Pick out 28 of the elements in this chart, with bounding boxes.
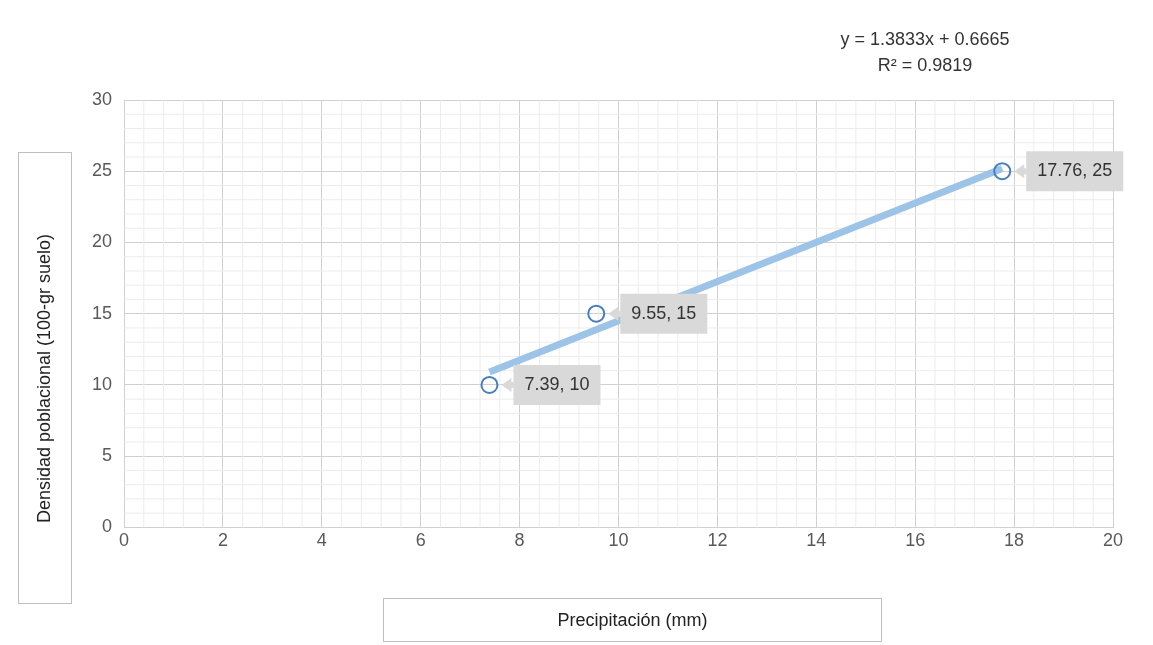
x-tick-label: 4 (316, 530, 327, 551)
y-axis-title: Densidad poblacional (100-gr suelo) (34, 233, 56, 523)
point (587, 304, 606, 323)
y-tick-label: 20 (91, 231, 113, 252)
x-tick-label: 8 (514, 530, 525, 551)
x-tick-label: 6 (415, 530, 426, 551)
x-tick-label: 18 (1004, 530, 1025, 551)
data-label: 7.39, 10 (524, 373, 590, 394)
x-tick-label: 20 (1102, 530, 1124, 551)
y-tick-label: 5 (102, 445, 113, 466)
x-tick-label: 2 (217, 530, 228, 551)
y-tick-label: 30 (91, 88, 113, 109)
data-label: 17.76, 25 (1037, 160, 1113, 181)
text: y = 1.3833x + 0.6665 (840, 29, 1010, 49)
x-tick-label: 16 (905, 530, 926, 551)
point (480, 375, 499, 394)
x-tick-label: 0 (119, 530, 130, 551)
text: R² = 0.9819 (877, 55, 973, 75)
x-axis-title: Precipitación (mm) (383, 598, 882, 642)
x-tick-label: 14 (806, 530, 827, 551)
data-label: 9.55, 15 (631, 302, 697, 323)
x-tick-label: 10 (608, 530, 629, 551)
y-tick-label: 0 (102, 516, 113, 537)
y-tick-label: 10 (91, 373, 113, 394)
y-tick-label: 15 (91, 302, 113, 323)
y-tick-label: 25 (91, 160, 113, 181)
x-tick-label: 12 (707, 530, 728, 551)
point (993, 162, 1012, 181)
